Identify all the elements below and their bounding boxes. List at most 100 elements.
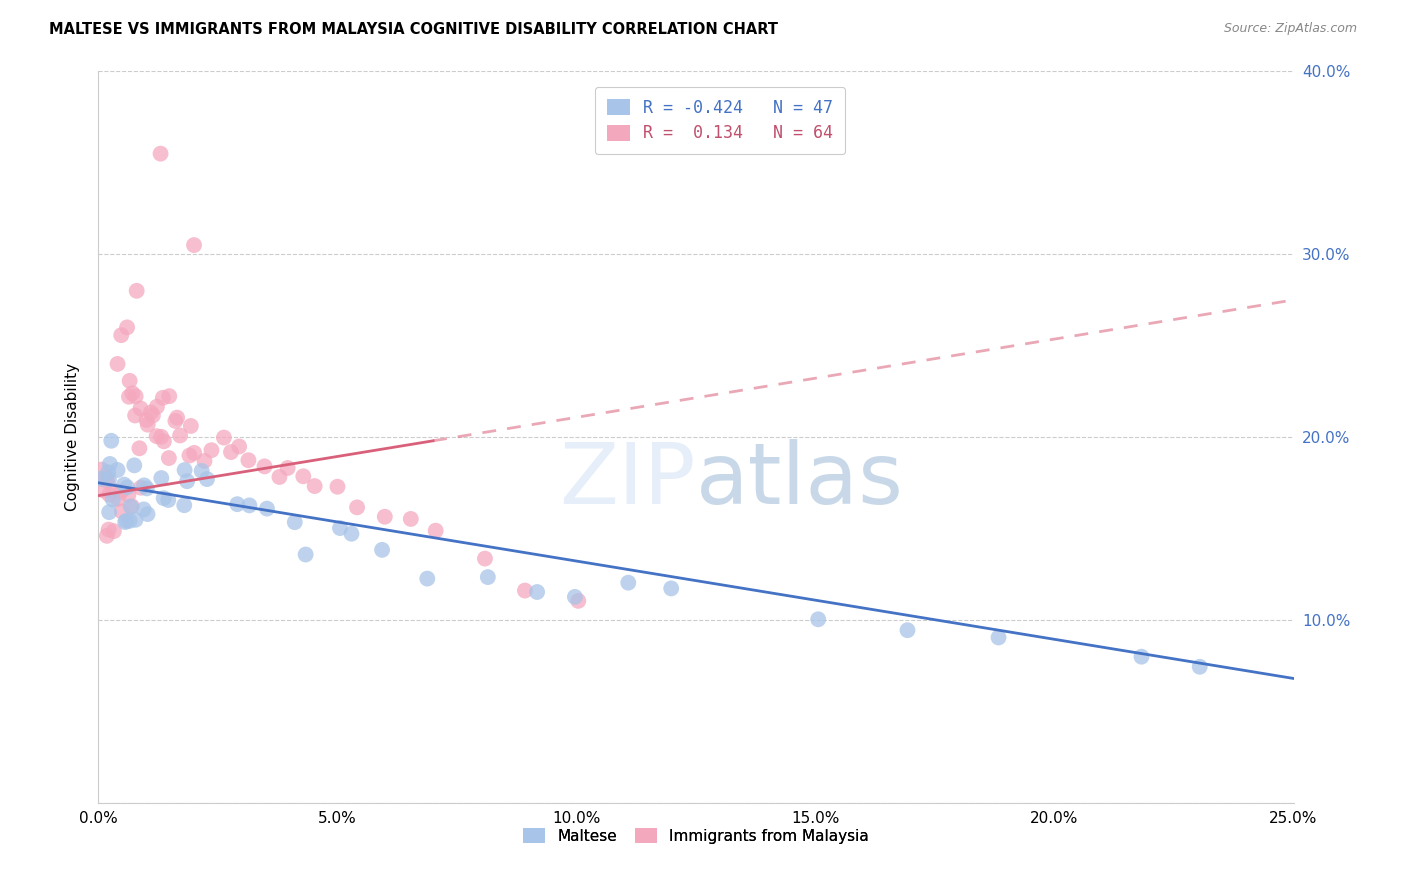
Point (139, 405, 162, 419)
Point (152, 491, 174, 505)
Point (142, 409, 165, 423)
Text: Source: ZipAtlas.com: Source: ZipAtlas.com (1223, 22, 1357, 36)
Point (128, 442, 150, 456)
Point (1130, 649, 1153, 664)
Point (91, 483, 114, 498)
Point (228, 440, 250, 454)
Point (326, 480, 349, 494)
Point (169, 428, 191, 442)
Point (135, 482, 157, 496)
Point (269, 470, 291, 484)
Point (346, 500, 368, 515)
Point (98, 488, 121, 502)
Point (256, 501, 278, 516)
Point (277, 461, 299, 475)
Point (176, 474, 198, 488)
Point (115, 480, 138, 494)
Point (124, 409, 146, 423)
Point (195, 472, 218, 486)
Point (425, 524, 447, 538)
Point (114, 515, 136, 529)
Point (513, 583, 536, 598)
Point (238, 453, 260, 467)
Point (149, 146, 172, 161)
Point (118, 374, 141, 388)
Point (103, 524, 125, 538)
Point (165, 414, 187, 428)
Point (987, 631, 1010, 645)
Point (110, 328, 132, 343)
Point (304, 479, 326, 493)
Point (212, 431, 235, 445)
Point (200, 443, 222, 458)
Point (146, 400, 169, 414)
Point (136, 507, 159, 521)
Point (183, 446, 205, 460)
Point (111, 504, 134, 518)
Point (173, 463, 195, 477)
Point (190, 464, 212, 478)
Point (98, 472, 121, 486)
Point (125, 284, 148, 298)
Point (132, 478, 155, 492)
Point (238, 499, 260, 513)
Point (152, 391, 174, 405)
Y-axis label: Cognitive Disability: Cognitive Disability (65, 363, 80, 511)
Point (180, 419, 202, 434)
Point (284, 515, 307, 529)
Point (121, 500, 143, 514)
Point (179, 449, 201, 463)
Point (101, 492, 124, 507)
Point (173, 498, 195, 512)
Point (329, 521, 352, 535)
Point (226, 497, 249, 511)
Point (97, 523, 120, 537)
Point (219, 445, 242, 459)
Point (94, 470, 117, 484)
Text: MALTESE VS IMMIGRANTS FROM MALAYSIA COGNITIVE DISABILITY CORRELATION CHART: MALTESE VS IMMIGRANTS FROM MALAYSIA COGN… (49, 22, 778, 37)
Point (157, 493, 180, 508)
Point (90, 462, 112, 476)
Point (107, 491, 129, 506)
Point (253, 459, 276, 474)
Point (117, 488, 139, 502)
Point (136, 417, 159, 432)
Point (399, 512, 422, 526)
Point (340, 526, 363, 541)
Point (107, 463, 129, 477)
Point (135, 413, 157, 427)
Point (183, 238, 205, 252)
Point (477, 570, 499, 584)
Point (90, 472, 112, 486)
Point (110, 484, 132, 499)
Point (145, 429, 167, 443)
Point (807, 612, 830, 626)
Point (115, 514, 138, 528)
Point (166, 410, 188, 425)
Point (98, 505, 121, 519)
Text: ZIP: ZIP (560, 440, 696, 523)
Point (112, 477, 135, 491)
Point (526, 585, 548, 599)
Point (564, 590, 586, 604)
Point (150, 471, 173, 485)
Point (118, 514, 141, 528)
Point (118, 390, 141, 404)
Point (100, 434, 122, 448)
Point (474, 551, 496, 566)
Point (121, 386, 143, 401)
Point (157, 451, 180, 466)
Point (416, 572, 439, 586)
Point (107, 357, 129, 371)
Point (115, 320, 138, 334)
Point (294, 548, 316, 562)
Point (150, 430, 173, 444)
Point (120, 500, 142, 514)
Point (96, 474, 118, 488)
Text: atlas: atlas (696, 440, 904, 523)
Point (124, 513, 146, 527)
Point (157, 389, 180, 403)
Point (659, 582, 682, 596)
Point (292, 469, 315, 483)
Point (124, 389, 146, 403)
